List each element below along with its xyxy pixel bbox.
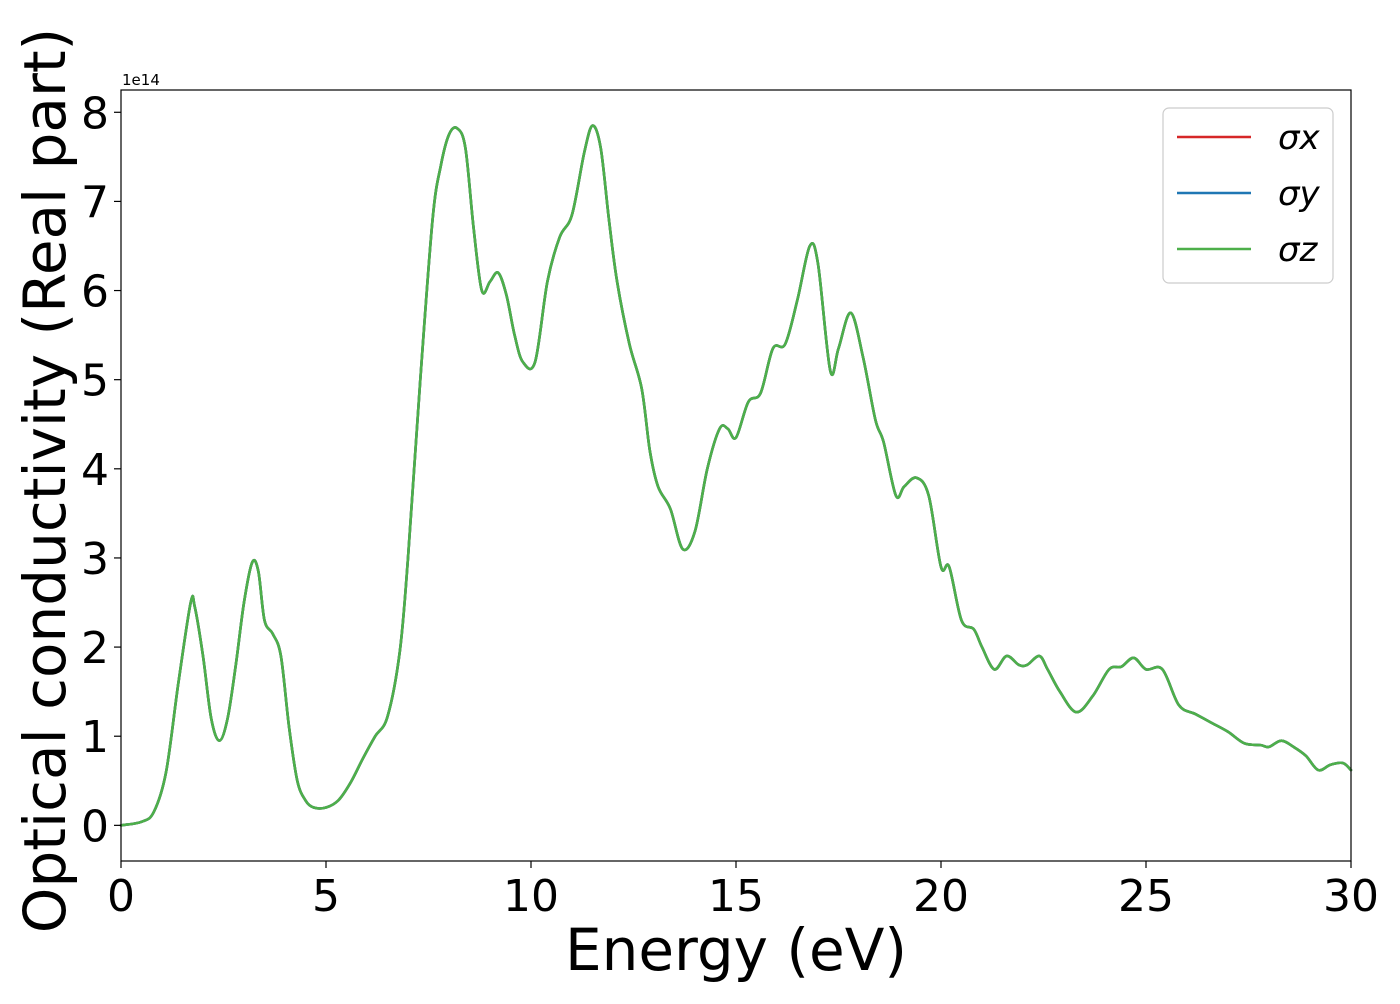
y-tick-label: 4 (81, 445, 109, 496)
y-tick-label: 1 (81, 712, 109, 763)
y-tick-label: 3 (81, 534, 109, 585)
y-tick-label: 6 (81, 267, 109, 318)
x-tick-label: 0 (107, 871, 135, 922)
y-tick-label: 0 (81, 801, 109, 852)
x-tick-label: 20 (913, 871, 969, 922)
y-tick-label: 5 (81, 356, 109, 407)
x-axis: 0 5 10 15 20 25 30 (107, 861, 1379, 922)
legend-label: σz (1278, 230, 1319, 270)
series-layer (119, 124, 1353, 827)
x-tick-label: 25 (1118, 871, 1174, 922)
series-line-3 (119, 124, 1353, 827)
legend-label: σx (1278, 118, 1321, 158)
legend-box (1162, 107, 1334, 284)
y-tick-label: 8 (81, 88, 109, 139)
x-tick-label: 15 (708, 871, 764, 922)
x-tick-label: 10 (503, 871, 559, 922)
y-axis-label: Optical conductivity (Real part) (11, 28, 79, 933)
x-tick-label: 5 (312, 871, 340, 922)
legend: σx σy σz (1162, 107, 1334, 284)
legend-label: σy (1278, 174, 1321, 214)
y-axis-offset-label: 1e14 (122, 71, 160, 89)
y-tick-label: 7 (81, 177, 109, 228)
y-axis: 0 1 2 3 4 5 6 7 8 (81, 88, 121, 852)
y-tick-label: 2 (81, 623, 109, 674)
x-axis-label: Energy (eV) (565, 916, 907, 984)
x-tick-label: 30 (1323, 871, 1379, 922)
